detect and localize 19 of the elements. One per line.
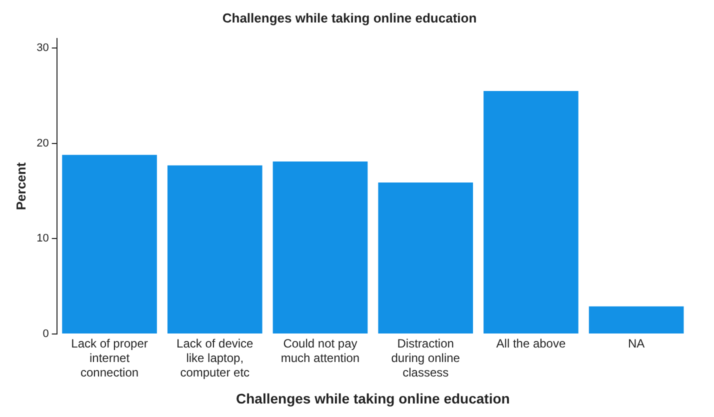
chart-title: Challenges while taking online education — [222, 10, 477, 26]
x-tick-label: Distraction during online classess — [391, 336, 460, 380]
bar — [272, 162, 368, 334]
y-tick-label: 20 — [36, 137, 49, 150]
bar — [62, 154, 157, 334]
x-tick-label: Lack of device like laptop, computer etc — [176, 336, 254, 380]
bar — [167, 165, 262, 334]
y-tick-label: 10 — [36, 232, 49, 245]
bar — [484, 91, 578, 334]
y-axis-title: Percent — [13, 162, 28, 210]
x-tick-label: All the above — [496, 336, 566, 351]
x-tick-label: NA — [628, 336, 645, 351]
bar — [378, 182, 474, 334]
y-tick-label: 0 — [42, 328, 49, 340]
bar — [588, 306, 684, 334]
x-axis-title: Challenges while taking online education — [236, 390, 510, 406]
x-tick-label: Lack of proper internet connection — [71, 336, 148, 380]
x-tick-label: Could not pay much attention — [280, 336, 360, 365]
y-tick-label: 30 — [36, 42, 49, 54]
